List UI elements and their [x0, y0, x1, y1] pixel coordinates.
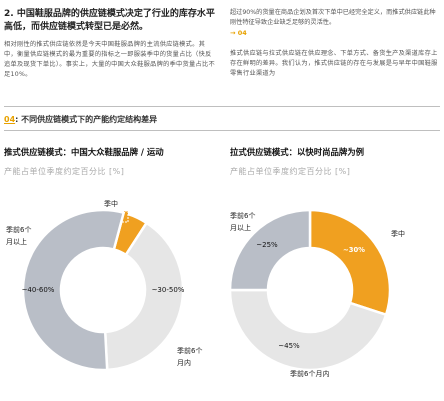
chart1-category-label-1-1: 月内 — [177, 358, 191, 367]
left-chart-title: 推式供应链模式：中国大众鞋服品牌 / 运动 — [4, 147, 164, 157]
figure-title-text: : 不同供应链模式下的产能约定结构差异 — [15, 115, 158, 124]
chart1-category-label-2-1: 月以上 — [6, 237, 27, 246]
left-chart-subtitle: 产能占单位季度约定百分比 [%] — [4, 167, 125, 176]
left-text-column: 2. 中国鞋服品牌的供应链模式决定了行业的库存水平高低，而供应链模式转型已是必然… — [4, 8, 216, 80]
right-text-column: 超过90%的货量在商品企划及首次下单中已经完全定义，而推式供应链此种刚性特征导致… — [230, 8, 440, 79]
chart2-category-label-2-0: 季前6个 — [230, 211, 255, 220]
chart1-slice-1 — [103, 221, 185, 372]
right-chart-title: 拉式供应链模式：以快时尚品牌为例 — [230, 147, 364, 157]
chart2-slice-0 — [308, 208, 392, 317]
chart2-value-label-0: ~30% — [343, 246, 365, 254]
figure-reference-link[interactable]: → 04 — [230, 29, 247, 37]
chart2-category-label-1-0: 季前6个月内 — [290, 369, 329, 378]
chart2-category-label-2-1: 月以上 — [230, 223, 251, 232]
chart2-category-label-0-0: 季中 — [391, 229, 405, 238]
chart1-slice-2 — [21, 208, 126, 372]
chart2-slice-2 — [228, 208, 312, 292]
right-note-paragraph: 超过90%的货量在商品企划及首次下单中已经完全定义，而推式供应链此种刚性特征导致… — [230, 9, 436, 26]
section-heading: 2. 中国鞋服品牌的供应链模式决定了行业的库存水平高低，而供应链模式转型已是必然… — [4, 9, 215, 32]
chart2-value-label-2: ~25% — [256, 241, 278, 249]
right-body-paragraph: 推式供应链与拉式供应链在供应理念、下单方式、备货生产及渠道库存上存在鲜明的差异。… — [230, 50, 438, 77]
chart2-slice-1 — [228, 288, 388, 372]
chart2-value-label-1: ~45% — [278, 342, 300, 350]
chart1-category-label-1-0: 季前6个 — [177, 346, 202, 355]
chart1-value-label-2: ~40-60% — [22, 286, 55, 294]
left-body-paragraph: 相对刚性的推式供应链依然是今天中国鞋服品牌的主流供应链模式。其中，衡量供应链模式… — [4, 41, 215, 78]
right-chart-subtitle: 产能占单位季度约定百分比 [%] — [230, 167, 351, 176]
chart1-category-label-0-0: 季中 — [104, 199, 118, 208]
chart1-category-label-2-0: 季前6个 — [6, 225, 31, 234]
divider-top — [4, 106, 440, 107]
chart1-value-label-1: ~30-50% — [152, 286, 185, 294]
figure-title: 04: 不同供应链模式下的产能约定结构差异 — [4, 114, 157, 125]
divider-middle — [4, 130, 440, 131]
figure-number: 04 — [4, 115, 16, 124]
